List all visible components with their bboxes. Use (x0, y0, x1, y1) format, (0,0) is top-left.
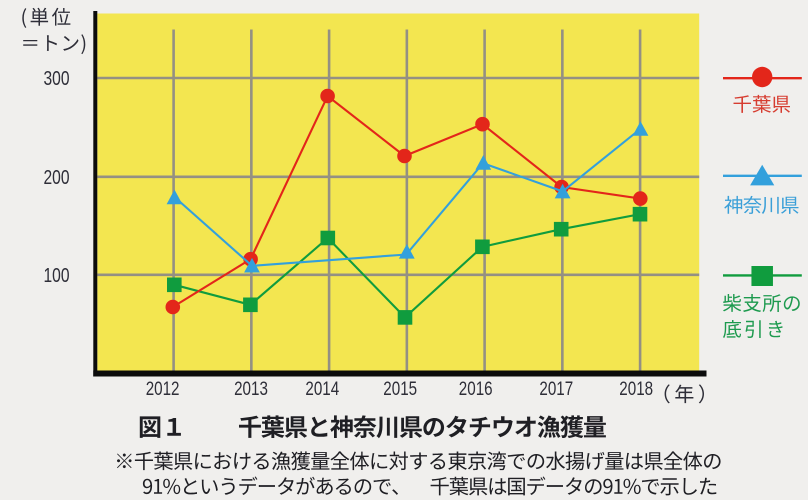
svg-text:2017: 2017 (539, 377, 573, 399)
svg-text:2014: 2014 (305, 377, 339, 399)
svg-text:2015: 2015 (383, 377, 417, 399)
svg-text:2018: 2018 (619, 377, 653, 399)
svg-text:2013: 2013 (234, 377, 268, 399)
svg-text:2016: 2016 (459, 377, 493, 399)
svg-text:100: 100 (43, 264, 69, 286)
svg-text:200: 200 (43, 166, 69, 188)
svg-text:300: 300 (43, 67, 69, 89)
svg-text:2012: 2012 (146, 377, 180, 399)
